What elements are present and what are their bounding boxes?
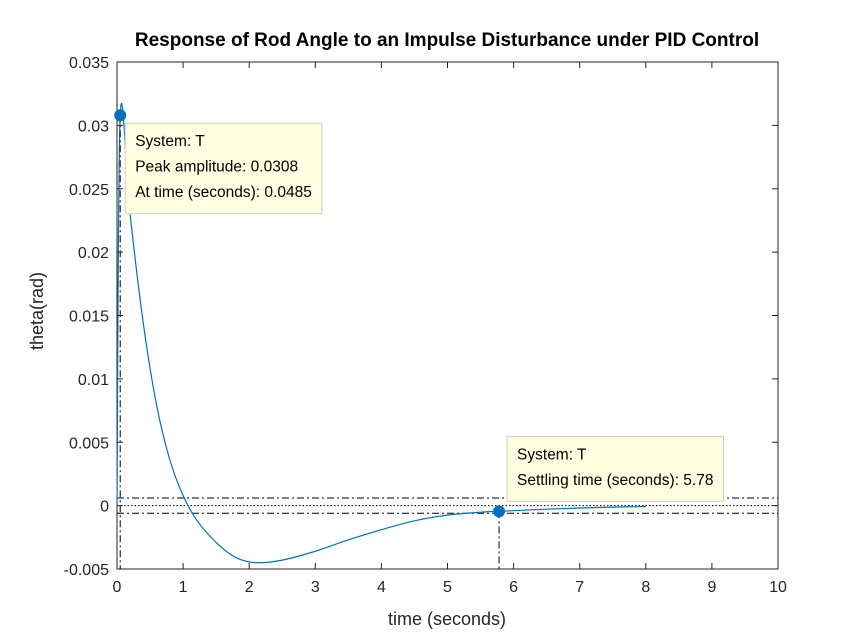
datatip-line: System: T <box>135 133 205 150</box>
datatip-line: Settling time (seconds): 5.78 <box>517 472 713 489</box>
y-tick-label: 0.03 <box>78 118 109 135</box>
datatip-line: Peak amplitude: 0.0308 <box>135 159 298 176</box>
datatips: System: T Peak amplitude: 0.0308 At time (… <box>124 122 724 502</box>
x-tick-label: 6 <box>509 579 518 596</box>
x-tick-label: 4 <box>377 579 386 596</box>
chart-title: Response of Rod Angle to an Impulse Dist… <box>135 30 759 51</box>
y-tick-label: 0.01 <box>78 372 109 389</box>
y-tick-label: -0.005 <box>64 562 109 579</box>
y-tick-label: 0.02 <box>78 245 109 262</box>
y-axis-label: theta(rad) <box>27 272 47 350</box>
x-axis: 0 1 2 3 4 5 6 7 8 9 10 <box>113 62 787 596</box>
x-tick-label: 8 <box>641 579 650 596</box>
x-tick-label: 2 <box>245 579 254 596</box>
x-tick-label: 5 <box>443 579 452 596</box>
y-tick-label: 0.035 <box>69 55 109 72</box>
y-axis: -0.005 0 0.005 0.01 0.015 0.02 0.025 0.03 0.035 <box>64 55 778 579</box>
datatip-background <box>506 435 724 502</box>
x-tick-label: 0 <box>113 579 122 596</box>
datatip-marker[interactable] <box>493 505 506 518</box>
datatip-marker[interactable] <box>114 109 127 122</box>
datatip-background <box>124 122 323 215</box>
x-tick-label: 9 <box>707 579 716 596</box>
datatip-box[interactable]: System: T Settling time (seconds): 5.78 <box>506 435 724 502</box>
y-tick-label: 0.015 <box>69 309 109 326</box>
y-tick-label: 0.005 <box>69 435 109 452</box>
x-tick-label: 1 <box>179 579 188 596</box>
datatip-line: At time (seconds): 0.0485 <box>135 184 312 201</box>
datatip-line: System: T <box>517 446 587 463</box>
y-tick-label: 0.025 <box>69 182 109 199</box>
y-tick-label: 0 <box>100 499 109 516</box>
x-axis-label: time (seconds) <box>388 609 506 629</box>
datatip-box[interactable]: System: T Peak amplitude: 0.0308 At time (… <box>124 122 323 215</box>
response-curve <box>116 103 646 564</box>
x-tick-label: 7 <box>575 579 584 596</box>
x-tick-label: 10 <box>769 579 787 596</box>
x-tick-label: 3 <box>311 579 320 596</box>
